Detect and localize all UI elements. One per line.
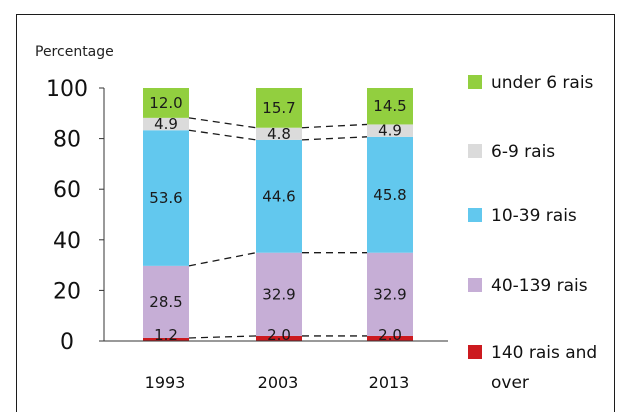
y-tick-label: 60 — [53, 178, 81, 203]
bar-segment — [256, 252, 302, 336]
bar-segment — [256, 139, 302, 253]
bar-segment — [367, 335, 413, 341]
bar-segment — [256, 88, 302, 128]
data-label: 12.0 — [149, 94, 182, 112]
connector-line — [188, 129, 257, 141]
connector-lines — [188, 117, 368, 339]
x-axis: 1993 2003 2013 — [104, 340, 448, 392]
bar-segment — [143, 265, 189, 338]
bars — [143, 88, 413, 341]
bar-segment — [367, 124, 413, 137]
legend-label: 40-139 rais — [491, 276, 588, 296]
legend-swatch — [468, 144, 482, 158]
y-tick-label: 0 — [60, 330, 74, 355]
chart-frame — [16, 14, 615, 412]
data-label: 4.8 — [267, 125, 291, 143]
data-label: 32.9 — [262, 285, 295, 303]
bar-segment — [256, 335, 302, 341]
bar-segment — [143, 337, 189, 341]
data-label: 14.5 — [373, 97, 406, 115]
legend-label: 6-9 rais — [491, 142, 555, 162]
legend-swatch — [468, 75, 482, 89]
bar-segment — [367, 136, 413, 253]
data-label: 2.0 — [267, 326, 291, 344]
y-tick-label: 80 — [53, 128, 81, 153]
bar-segment — [367, 252, 413, 336]
data-label: 1.2 — [154, 326, 178, 344]
x-tick-label: 2013 — [369, 373, 410, 392]
bar-segment — [143, 88, 189, 118]
data-labels: 1.2 28.5 53.6 4.9 12.0 2.0 32.9 44.6 4.8 15.7 2.0 3… — [149, 94, 406, 344]
y-tick-label: 20 — [53, 279, 81, 304]
y-tick-label: 40 — [53, 229, 81, 254]
data-label: 15.7 — [262, 99, 295, 117]
y-axis: 0 20 40 60 80 100 — [46, 77, 105, 355]
legend-swatch — [468, 278, 482, 292]
data-label: 44.6 — [262, 187, 295, 205]
connector-line — [301, 136, 368, 141]
data-label: 4.9 — [154, 115, 178, 133]
data-label: 32.9 — [373, 285, 406, 303]
data-label: 2.0 — [378, 326, 402, 344]
x-tick-label: 1993 — [145, 373, 186, 392]
data-label: 53.6 — [149, 189, 182, 207]
bar-segment — [143, 130, 189, 266]
bar-segment — [367, 88, 413, 125]
data-label: 4.9 — [378, 122, 402, 140]
y-tick-label: 100 — [46, 77, 88, 102]
legend: under 6 rais 6-9 rais 10-39 rais 40-139 rai… — [468, 73, 597, 393]
legend-label: 10-39 rais — [491, 206, 577, 226]
connector-line — [188, 117, 257, 129]
connector-line — [301, 123, 368, 129]
y-axis-title: Percentage — [35, 44, 114, 60]
legend-swatch — [468, 208, 482, 222]
legend-swatch — [468, 345, 482, 359]
legend-label: under 6 rais — [491, 73, 594, 93]
bar-segment — [256, 127, 302, 140]
connector-line — [188, 335, 257, 339]
bar-segment — [143, 117, 189, 131]
connector-line — [188, 252, 257, 267]
x-tick-label: 2003 — [258, 373, 299, 392]
data-label: 45.8 — [373, 186, 406, 204]
data-label: 28.5 — [149, 293, 182, 311]
legend-label: 140 rais and over — [491, 343, 597, 393]
